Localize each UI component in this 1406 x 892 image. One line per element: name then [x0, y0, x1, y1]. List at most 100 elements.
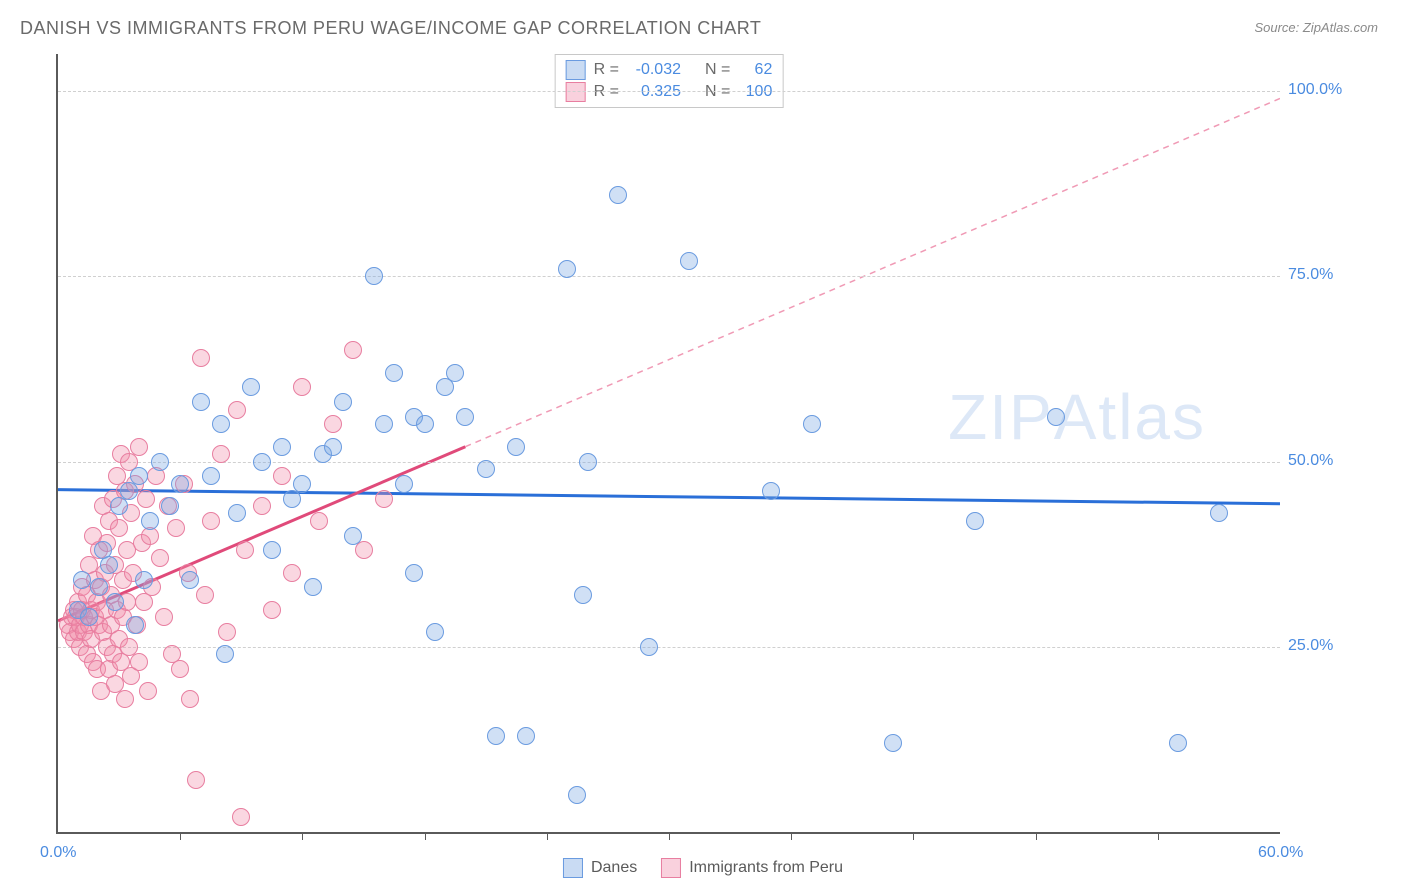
scatter-point-blue: [192, 393, 210, 411]
trend-line-pink-dashed: [465, 98, 1280, 446]
scatter-point-blue: [126, 616, 144, 634]
scatter-point-pink: [283, 564, 301, 582]
scatter-point-pink: [196, 586, 214, 604]
scatter-point-blue: [1210, 504, 1228, 522]
legend-swatch-pink: [661, 858, 681, 878]
n-label: N =: [705, 59, 730, 81]
scatter-point-pink: [212, 445, 230, 463]
trend-lines-layer: [58, 54, 1280, 832]
xtick-mark: [913, 832, 914, 840]
scatter-point-pink: [375, 490, 393, 508]
scatter-point-pink: [202, 512, 220, 530]
stats-row-blue: R = -0.032 N = 62: [566, 59, 773, 81]
scatter-point-pink: [181, 690, 199, 708]
scatter-point-blue: [487, 727, 505, 745]
scatter-point-pink: [116, 690, 134, 708]
scatter-point-pink: [273, 467, 291, 485]
ytick-label: 50.0%: [1288, 452, 1333, 470]
scatter-point-blue: [202, 467, 220, 485]
ytick-label: 25.0%: [1288, 637, 1333, 655]
chart-title: DANISH VS IMMIGRANTS FROM PERU WAGE/INCO…: [20, 18, 761, 39]
scatter-point-pink: [151, 549, 169, 567]
scatter-point-pink: [155, 608, 173, 626]
xtick-mark: [1158, 832, 1159, 840]
scatter-point-pink: [130, 438, 148, 456]
trend-line-blue: [58, 490, 1280, 504]
scatter-point-blue: [966, 512, 984, 530]
scatter-point-blue: [273, 438, 291, 456]
scatter-point-pink: [167, 519, 185, 537]
scatter-point-blue: [365, 267, 383, 285]
xtick-mark: [302, 832, 303, 840]
r-value-blue: -0.032: [627, 59, 681, 81]
scatter-point-blue: [574, 586, 592, 604]
scatter-point-blue: [1047, 408, 1065, 426]
scatter-point-blue: [680, 252, 698, 270]
scatter-point-blue: [762, 482, 780, 500]
scatter-point-blue: [80, 608, 98, 626]
scatter-point-blue: [803, 415, 821, 433]
scatter-point-blue: [416, 415, 434, 433]
legend-label-peru: Immigrants from Peru: [689, 859, 843, 877]
scatter-point-blue: [324, 438, 342, 456]
scatter-plot-area: R = -0.032 N = 62 R = 0.325 N = 100: [56, 54, 1280, 834]
stats-swatch-blue: [566, 60, 586, 80]
scatter-point-blue: [568, 786, 586, 804]
legend-label-danes: Danes: [591, 859, 637, 877]
n-value-blue: 62: [738, 59, 772, 81]
scatter-point-pink: [228, 401, 246, 419]
scatter-point-blue: [334, 393, 352, 411]
scatter-point-pink: [139, 682, 157, 700]
xtick-label-left: 0.0%: [40, 844, 76, 862]
scatter-point-blue: [253, 453, 271, 471]
scatter-point-pink: [218, 623, 236, 641]
scatter-point-blue: [446, 364, 464, 382]
legend-swatch-blue: [563, 858, 583, 878]
scatter-point-blue: [263, 541, 281, 559]
gridline: [58, 647, 1280, 648]
scatter-point-pink: [232, 808, 250, 826]
gridline: [58, 91, 1280, 92]
scatter-point-pink: [253, 497, 271, 515]
scatter-point-blue: [395, 475, 413, 493]
scatter-point-pink: [355, 541, 373, 559]
scatter-point-blue: [161, 497, 179, 515]
xtick-label-right: 60.0%: [1258, 844, 1303, 862]
scatter-point-blue: [242, 378, 260, 396]
scatter-point-blue: [609, 186, 627, 204]
scatter-point-pink: [137, 490, 155, 508]
scatter-point-blue: [135, 571, 153, 589]
scatter-point-blue: [405, 564, 423, 582]
scatter-point-pink: [130, 653, 148, 671]
scatter-point-blue: [181, 571, 199, 589]
scatter-point-pink: [263, 601, 281, 619]
scatter-point-pink: [110, 519, 128, 537]
scatter-point-pink: [324, 415, 342, 433]
scatter-point-blue: [426, 623, 444, 641]
gridline: [58, 276, 1280, 277]
scatter-point-blue: [558, 260, 576, 278]
source-attribution: Source: ZipAtlas.com: [1254, 20, 1378, 35]
scatter-point-blue: [171, 475, 189, 493]
scatter-point-blue: [640, 638, 658, 656]
scatter-point-blue: [507, 438, 525, 456]
scatter-point-pink: [171, 660, 189, 678]
legend-item-danes: Danes: [563, 858, 637, 878]
scatter-point-blue: [141, 512, 159, 530]
scatter-point-blue: [477, 460, 495, 478]
scatter-point-blue: [130, 467, 148, 485]
scatter-point-blue: [579, 453, 597, 471]
scatter-point-blue: [375, 415, 393, 433]
stats-box: R = -0.032 N = 62 R = 0.325 N = 100: [555, 54, 784, 108]
scatter-point-pink: [192, 349, 210, 367]
scatter-point-blue: [385, 364, 403, 382]
scatter-point-pink: [344, 341, 362, 359]
scatter-point-blue: [212, 415, 230, 433]
xtick-mark: [669, 832, 670, 840]
ytick-label: 100.0%: [1288, 81, 1342, 99]
scatter-point-blue: [90, 578, 108, 596]
scatter-point-pink: [236, 541, 254, 559]
xtick-mark: [1036, 832, 1037, 840]
scatter-point-blue: [456, 408, 474, 426]
scatter-point-blue: [517, 727, 535, 745]
